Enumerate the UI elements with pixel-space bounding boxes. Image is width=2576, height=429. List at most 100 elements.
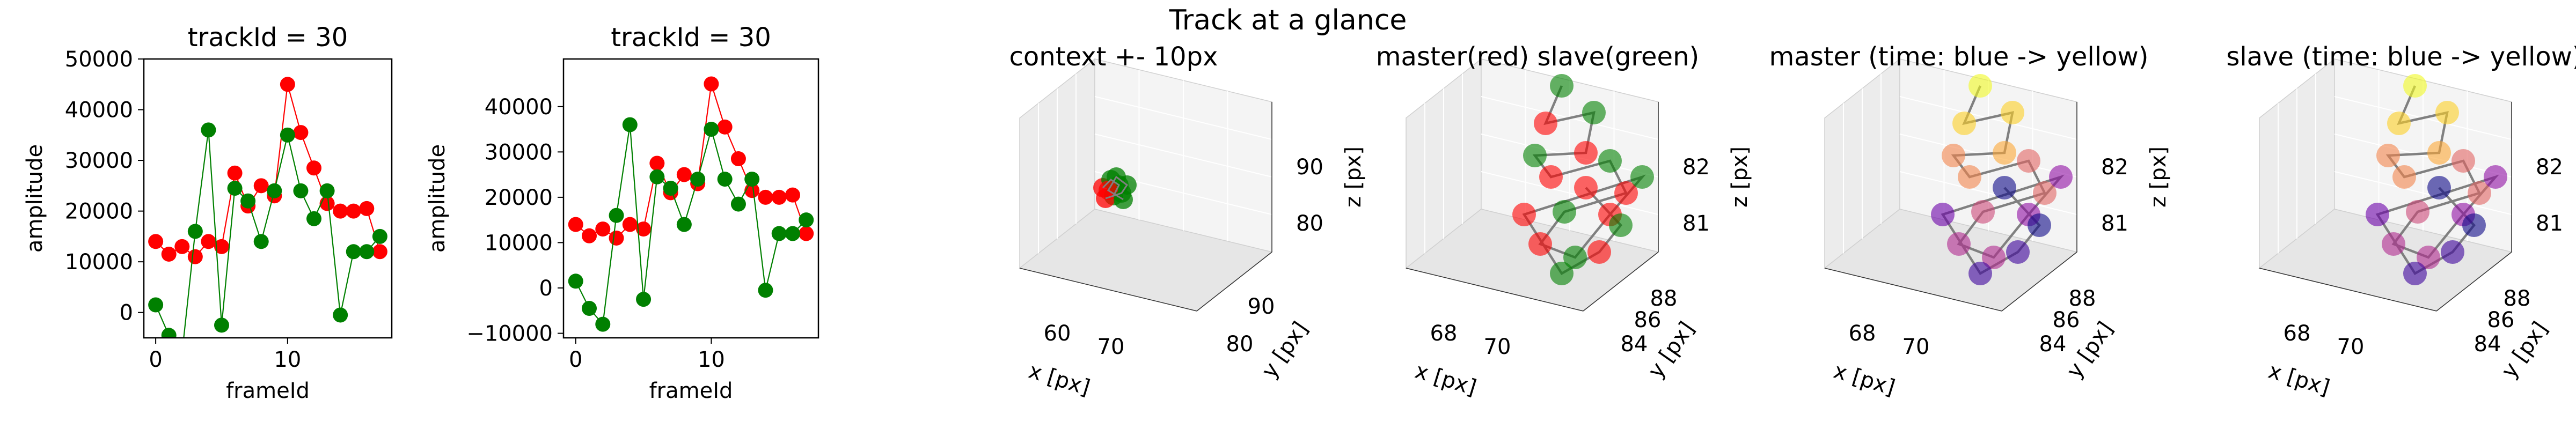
x-axis-label-5: x [px]	[1831, 359, 1898, 401]
slave-time-point-13	[2366, 203, 2389, 226]
data-point-s2-9	[690, 172, 706, 187]
z-tick-label-0: 81	[1682, 211, 1710, 236]
data-point-s2-13	[744, 172, 760, 187]
slave-time-y-axis	[2436, 252, 2512, 312]
z-tick-label-1: 90	[1296, 155, 1323, 180]
context-track-line	[1102, 175, 1129, 201]
master-time-x-axis	[1824, 268, 2002, 312]
chart-title-2: trackId = 30	[611, 23, 771, 53]
data-point-s2-3	[609, 208, 624, 223]
slave-time-grid-h2	[2334, 134, 2512, 177]
data-point-s2-16	[785, 226, 800, 241]
master-time-point-3	[1993, 141, 2016, 165]
data-point-s2-3	[187, 224, 203, 239]
data-point-s1-6	[227, 165, 243, 181]
data-point-s1-12	[306, 160, 322, 176]
x-axis-label-4: x [px]	[1412, 359, 1479, 401]
slave-time-point-7	[2468, 181, 2491, 205]
x-tick-label-1: 70	[2337, 335, 2365, 359]
context-points	[1093, 167, 1137, 209]
data-point-s2-2	[595, 316, 611, 332]
y-tick-label-2: 88	[2069, 286, 2096, 311]
data-point-s2-12	[730, 196, 746, 212]
data-point-s1-16	[785, 187, 800, 203]
slave-time-point-6	[2451, 149, 2475, 173]
data-point-s1-5	[214, 239, 229, 254]
series-line-2	[575, 124, 807, 326]
masterslave-point-3	[1574, 141, 1598, 165]
data-point-s2-5	[636, 292, 652, 307]
masterslave-point-13	[1512, 203, 1536, 226]
axes-frame-2	[562, 58, 819, 339]
master-time-point-15	[2006, 240, 2030, 264]
x-tick-label-1: 70	[1902, 335, 1930, 359]
slave-time-point-3	[2427, 141, 2451, 165]
data-point-s1-6	[649, 156, 665, 171]
masterslave-point-15	[1587, 240, 1611, 264]
data-point-s1-14	[758, 189, 773, 205]
context-y-axis	[1196, 252, 1272, 312]
data-point-s2-7	[240, 193, 256, 209]
slave-time-point-1	[2387, 112, 2411, 135]
master-time-point-16	[2028, 213, 2051, 237]
y-axis-label-3: y [px]	[1257, 317, 1313, 383]
data-point-s1-4	[201, 234, 216, 249]
data-point-s1-3	[187, 249, 203, 264]
masterslave-point-9	[1528, 232, 1552, 256]
y-tick-label-0: 84	[2474, 332, 2501, 357]
slave-time-point-14	[2403, 262, 2427, 285]
master-time-point-2	[2001, 101, 2024, 124]
data-point-s1-1	[161, 247, 177, 262]
y-tick-label-0: 84	[1621, 332, 1648, 357]
y-tick-label-5: 50000	[65, 47, 133, 72]
master-time-point-5	[1958, 165, 1981, 189]
data-point-s1-17	[799, 226, 814, 241]
data-point-s1-12	[730, 151, 746, 167]
master-time-point-0	[1968, 74, 1992, 98]
slave-time-point-5	[2392, 165, 2416, 189]
slave-time-points	[2366, 74, 2507, 285]
y-tick-label-1: 0	[539, 276, 553, 301]
masterslave-point-16	[1609, 213, 1633, 237]
plot-area-1	[148, 77, 387, 360]
axes-frame-1	[143, 58, 393, 339]
y-tick-label-5: 40000	[485, 95, 553, 120]
y-tick-label-0: 0	[120, 301, 133, 326]
chart-title-4: master(red) slave(green)	[1376, 42, 1699, 72]
master-time-grid-h2	[1899, 134, 2077, 177]
slave-time-point-9	[2382, 232, 2405, 256]
data-point-s2-14	[333, 307, 348, 323]
y-tick-label-3: 30000	[65, 149, 133, 173]
data-point-s2-4	[622, 117, 638, 132]
data-point-s1-15	[771, 189, 787, 205]
slave-time-point-8	[2406, 200, 2429, 224]
z-tick-label-1: 82	[2101, 155, 2128, 180]
y-tick-label-1: 86	[2487, 308, 2515, 332]
y-tick-label-2: 88	[2504, 286, 2531, 311]
x-tick-label-1: 70	[1097, 335, 1125, 359]
data-point-s1-8	[676, 167, 692, 182]
master-time-points	[1931, 74, 2073, 285]
x-tick-label-10: 10	[274, 347, 301, 372]
data-point-s1-4	[622, 217, 638, 232]
data-point-s2-8	[676, 217, 692, 232]
y-tick-label-0: −10000	[466, 322, 553, 346]
data-point-s1-14	[333, 203, 348, 219]
x-tick-label-0: 68	[2284, 321, 2311, 346]
slave-time-point-16	[2462, 213, 2486, 237]
masterslave-points	[1512, 74, 1654, 285]
z-axis-label-5: z [px]	[2146, 146, 2171, 208]
z-tick-label-1: 82	[2536, 155, 2563, 180]
data-point-s2-17	[372, 228, 387, 244]
x-tick-label-0: 0	[149, 347, 162, 372]
data-point-s1-5	[636, 221, 652, 237]
data-point-s1-10	[704, 76, 719, 92]
masterslave-point-17	[1574, 176, 1598, 199]
data-point-s2-13	[319, 183, 335, 198]
data-point-s2-1	[582, 301, 597, 316]
data-point-s2-17	[799, 212, 814, 228]
data-point-s2-0	[148, 297, 164, 313]
masterslave-point-6	[1598, 149, 1622, 173]
data-point-s2-2	[174, 345, 189, 360]
plot-area-2	[568, 76, 814, 332]
